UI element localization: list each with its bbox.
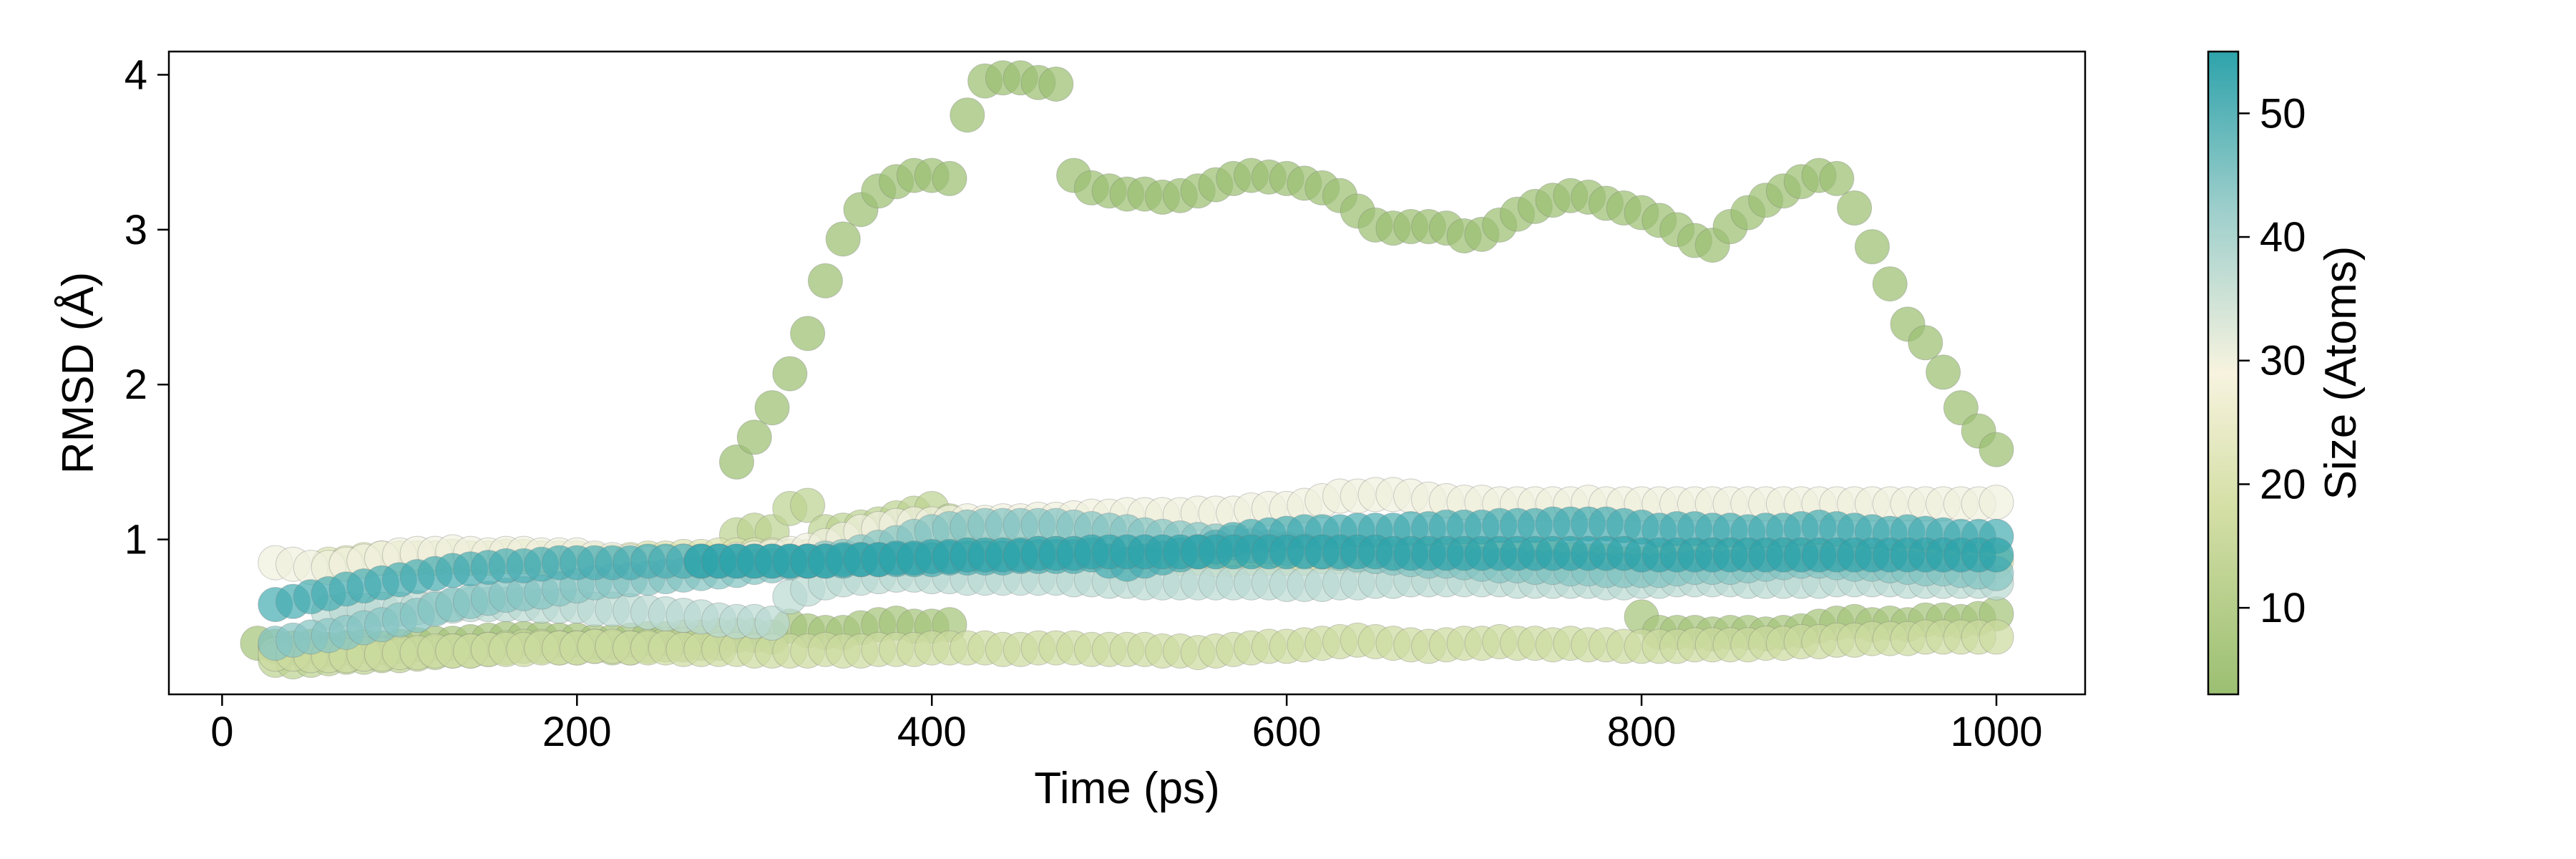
data-point: [772, 356, 808, 392]
colorbar-tick-label: 50: [2260, 90, 2306, 137]
data-point: [807, 263, 843, 299]
colorbar-tick-label: 30: [2260, 338, 2306, 384]
x-axis-label: Time (ps): [1034, 764, 1219, 813]
data-point: [790, 316, 826, 351]
data-point: [754, 605, 790, 641]
y-axis-label: RMSD (Å): [54, 272, 103, 474]
data-point: [1908, 325, 1943, 361]
data-point: [1854, 229, 1890, 265]
x-tick-label: 400: [897, 709, 967, 755]
x-tick-label: 1000: [1951, 709, 2043, 755]
x-tick-label: 600: [1252, 709, 1322, 755]
data-point: [1979, 537, 2014, 573]
colorbar-tick-label: 40: [2260, 214, 2306, 261]
x-tick-label: 200: [542, 709, 612, 755]
y-tick-label: 4: [125, 52, 147, 98]
data-point: [1943, 390, 1979, 426]
data-point: [950, 97, 985, 133]
y-tick-label: 3: [125, 207, 147, 253]
colorbar-tick-label: 10: [2260, 585, 2306, 631]
data-point: [1979, 619, 2014, 655]
y-tick-label: 2: [125, 361, 147, 408]
plot-area-frame: [167, 50, 2087, 696]
data-point: [1872, 266, 1908, 302]
data-point: [825, 221, 861, 257]
data-point: [718, 444, 754, 480]
data-point: [1979, 432, 2014, 467]
y-tick-label: 1: [125, 517, 147, 563]
colorbar-ticks: 10 20 30 40 50: [2238, 90, 2306, 631]
x-tick-label: 0: [210, 709, 233, 755]
data-point: [1038, 66, 1074, 102]
colorbar-label: Size (Atoms): [2316, 246, 2366, 500]
data-point: [790, 487, 826, 523]
data-point: [1926, 354, 1961, 390]
colorbar-tick-label: 20: [2260, 461, 2306, 508]
x-tick-label: 800: [1607, 709, 1677, 755]
data-points: [240, 60, 2014, 680]
y-axis: 1 2 3 4: [125, 52, 169, 563]
data-point: [1979, 485, 2014, 520]
x-axis: 0 200 400 600 800 1000: [210, 694, 2043, 755]
data-point: [754, 390, 790, 426]
data-point: [1837, 190, 1873, 226]
colorbar: [2207, 50, 2240, 696]
data-point: [1819, 160, 1855, 196]
data-point: [736, 419, 772, 455]
data-point: [932, 160, 967, 196]
